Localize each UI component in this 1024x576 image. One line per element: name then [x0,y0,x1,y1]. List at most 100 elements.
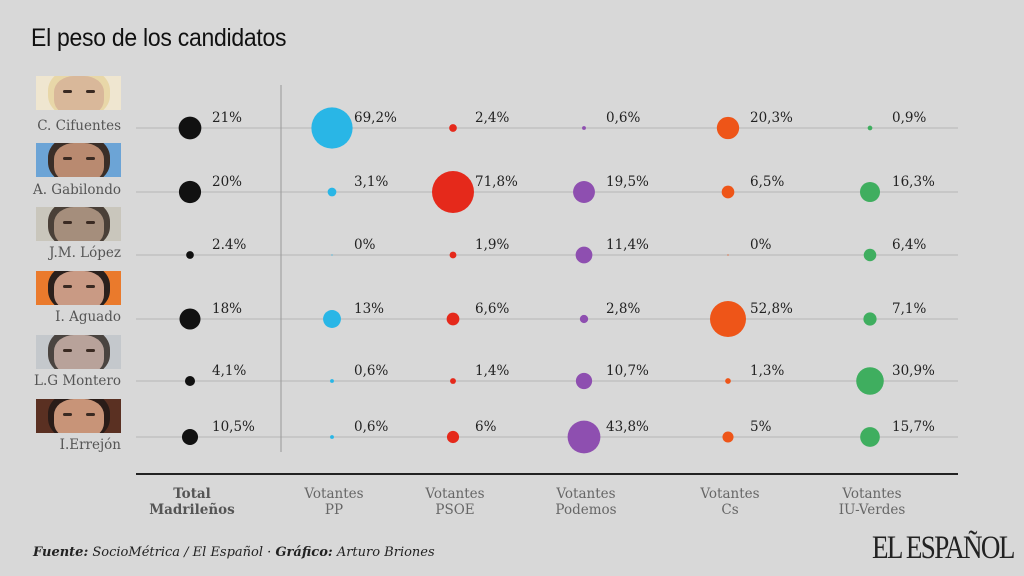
column-header-line1: Total [173,486,211,502]
value-label: 0,6% [354,363,388,379]
value-label: 6,4% [892,237,926,253]
candidate-photo [36,76,121,110]
value-labels: 21% 69,2% 2,4% 0,6% 20,3% 0,9% 20% 3,1% 71,8% 19,… [212,110,935,435]
column-header-line1: Votantes [556,486,616,502]
value-label: 0,9% [892,110,926,126]
bubble-mark [863,248,877,262]
bubble-mark [567,420,601,454]
value-label: 71,8% [475,174,518,190]
value-label: 0% [354,237,376,253]
bubble-mark [716,116,740,140]
column-header-line2: PP [324,502,344,518]
value-label: 0,6% [606,110,640,126]
value-label: 2,4% [475,110,509,126]
row-gridlines [136,127,958,438]
value-label: 15,7% [892,419,935,435]
value-label: 21% [212,110,242,126]
column-header: Total Madrileños [122,486,262,518]
bubble-mark [186,251,194,259]
bubble-mark [575,246,593,264]
value-label: 30,9% [892,363,935,379]
graphic-author: Arturo Briones [336,545,435,560]
source-text: SocioMétrica / El Español · [92,545,272,560]
bubble-mark [330,379,334,383]
bubble-mark [856,367,884,395]
value-label: 3,1% [354,174,388,190]
candidate-name: L.G Montero [34,373,121,389]
value-label: 43,8% [606,419,649,435]
column-header: Votantes Cs [660,486,800,518]
bubble-mark [446,430,460,444]
bubble-mark [311,107,353,149]
bubble-mark [432,171,474,213]
column-header-line1: Votantes [304,486,364,502]
value-label: 1,3% [750,363,784,379]
bubbles [178,107,884,454]
candidate-name: A. Gabilondo [32,182,121,198]
value-label: 2.4% [212,237,246,253]
value-label: 0,6% [354,419,388,435]
value-label: 1,9% [475,237,509,253]
graphic-label: Gráfico: [275,545,333,560]
value-label: 69,2% [354,110,397,126]
column-header: Votantes IU-Verdes [802,486,942,518]
bubble-mark [709,300,747,338]
value-label: 6% [475,419,497,435]
value-label: 18% [212,301,242,317]
candidate-photo [36,335,121,369]
bubble-mark [327,187,337,197]
column-header-line2: Madrileños [149,502,235,518]
column-header: Votantes PSOE [385,486,525,518]
candidate-photo [36,271,121,305]
bubble-mark [450,378,456,384]
source-credit: Fuente: SocioMétrica / El Español · Gráf… [33,545,435,560]
bubble-mark [860,427,880,447]
bubble-mark [184,375,196,387]
bubble-mark [575,372,593,390]
value-label: 5% [750,419,772,435]
column-header-line2: Podemos [555,502,617,518]
bubble-mark [727,254,729,256]
column-header-line1: Votantes [700,486,760,502]
value-label: 16,3% [892,174,935,190]
source-label: Fuente: [33,545,89,560]
bubble-mark [863,312,877,326]
bubble-mark [725,378,731,384]
column-header-line2: PSOE [435,502,475,518]
bubble-mark [722,431,734,443]
value-label: 7,1% [892,301,926,317]
value-label: 2,8% [606,301,640,317]
el-espanol-logo: EL ESPAÑOL [872,530,1015,566]
bubble-mark [178,116,202,140]
bubble-mark [179,308,201,330]
value-label: 11,4% [606,237,649,253]
column-header-line1: Votantes [842,486,902,502]
bubble-mark [582,126,586,130]
bubble-mark [721,185,735,199]
value-label: 52,8% [750,301,793,317]
bubble-mark [573,181,595,203]
value-label: 4,1% [212,363,246,379]
bubble-mark [178,180,202,204]
column-header: Votantes PP [264,486,404,518]
bubble-mark [181,428,199,446]
column-header-line2: IU-Verdes [838,502,906,518]
bubble-mark [446,312,460,326]
chart-title: El peso de los candidatos [31,24,287,52]
value-label: 6,6% [475,301,509,317]
candidate-name: I. Aguado [55,309,121,325]
bubble-mark [323,310,341,328]
value-label: 19,5% [606,174,649,190]
value-label: 1,4% [475,363,509,379]
candidate-name: J.M. López [49,245,121,261]
value-label: 20% [212,174,242,190]
column-header-line1: Votantes [425,486,485,502]
bubble-mark [449,124,457,132]
bubble-mark [331,254,333,256]
value-label: 10,7% [606,363,649,379]
candidate-photo [36,143,121,177]
bubble-mark [867,125,873,131]
value-label: 13% [354,301,384,317]
candidate-photo [36,399,121,433]
